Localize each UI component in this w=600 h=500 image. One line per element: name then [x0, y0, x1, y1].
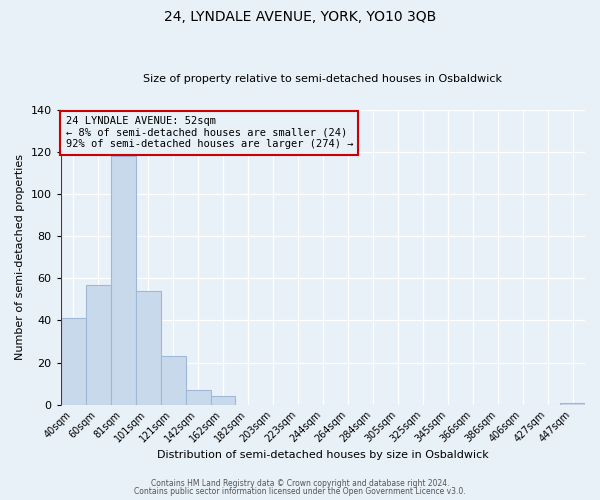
Bar: [86, 284, 110, 405]
Title: Size of property relative to semi-detached houses in Osbaldwick: Size of property relative to semi-detach…: [143, 74, 502, 84]
Bar: [61, 318, 86, 404]
Y-axis label: Number of semi-detached properties: Number of semi-detached properties: [15, 154, 25, 360]
Bar: [211, 396, 235, 404]
Bar: [161, 356, 185, 405]
Text: Contains public sector information licensed under the Open Government Licence v3: Contains public sector information licen…: [134, 487, 466, 496]
Text: 24, LYNDALE AVENUE, YORK, YO10 3QB: 24, LYNDALE AVENUE, YORK, YO10 3QB: [164, 10, 436, 24]
Bar: [560, 402, 585, 404]
Bar: [110, 156, 136, 404]
Text: 24 LYNDALE AVENUE: 52sqm
← 8% of semi-detached houses are smaller (24)
92% of se: 24 LYNDALE AVENUE: 52sqm ← 8% of semi-de…: [66, 116, 353, 150]
Bar: [185, 390, 211, 404]
X-axis label: Distribution of semi-detached houses by size in Osbaldwick: Distribution of semi-detached houses by …: [157, 450, 489, 460]
Bar: [136, 291, 161, 405]
Text: Contains HM Land Registry data © Crown copyright and database right 2024.: Contains HM Land Registry data © Crown c…: [151, 478, 449, 488]
